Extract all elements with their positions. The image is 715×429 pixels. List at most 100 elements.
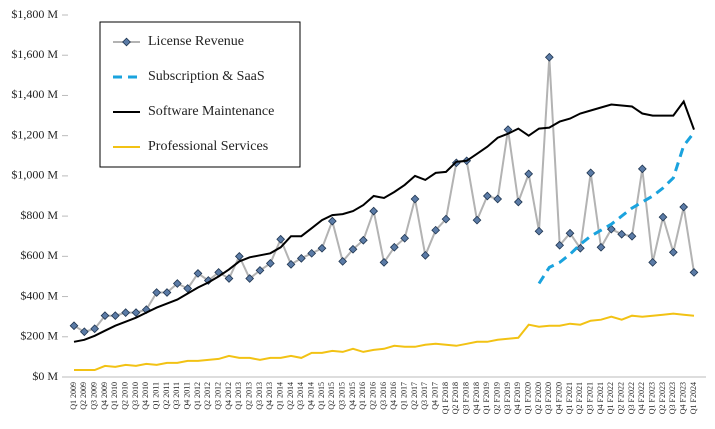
- x-tick-label: Q4 F2019: [513, 382, 522, 414]
- legend-label: Professional Services: [148, 139, 268, 154]
- series-marker: [689, 268, 699, 277]
- x-tick-label: Q1 F2021: [565, 382, 574, 414]
- x-tick-label: Q4 2013: [265, 382, 274, 410]
- series-marker: [524, 169, 534, 179]
- series-marker: [307, 248, 317, 258]
- series-marker: [534, 226, 544, 236]
- series-marker: [482, 191, 492, 201]
- series-marker: [100, 311, 110, 321]
- series-marker: [410, 194, 420, 204]
- x-tick-label: Q4 2012: [224, 382, 233, 410]
- x-tick-label: Q3 2010: [131, 382, 140, 410]
- x-tick-label: Q1 2013: [234, 382, 243, 410]
- y-tick-label: $1,400 M: [11, 87, 58, 101]
- x-tick-label: Q4 F2022: [637, 382, 646, 414]
- series-marker: [575, 243, 585, 253]
- series-marker: [441, 214, 451, 224]
- x-tick-label: Q4 F2023: [678, 382, 687, 414]
- series-marker: [389, 242, 399, 252]
- x-tick-label: Q3 F2023: [668, 382, 677, 414]
- series-marker: [493, 194, 503, 204]
- series-marker: [121, 308, 131, 318]
- x-tick-label: Q1 2012: [193, 382, 202, 410]
- x-tick-label: Q3 F2018: [461, 382, 470, 414]
- y-tick-label: $1,200 M: [11, 127, 58, 141]
- series-marker: [69, 321, 79, 331]
- x-tick-label: Q2 F2020: [534, 382, 543, 414]
- series-marker: [172, 279, 182, 288]
- series-marker: [276, 234, 286, 244]
- x-tick-label: Q1 F2018: [441, 382, 450, 414]
- x-tick-label: Q4 2010: [141, 382, 150, 410]
- x-tick-label: Q3 2011: [172, 382, 181, 409]
- x-tick-label: Q2 2015: [327, 382, 336, 410]
- x-tick-label: Q4 F2018: [472, 382, 481, 414]
- series-marker: [286, 260, 296, 269]
- series-marker: [513, 197, 523, 207]
- series-marker: [472, 215, 482, 225]
- x-tick-label: Q1 2011: [151, 382, 160, 409]
- y-tick-label: $0 M: [32, 369, 58, 383]
- x-tick-label: Q3 2015: [337, 382, 346, 410]
- series-marker: [586, 168, 596, 178]
- series-marker: [658, 212, 668, 222]
- x-tick-label: Q4 2011: [182, 382, 191, 409]
- x-tick-label: Q4 F2021: [596, 382, 605, 414]
- y-tick-label: $1,000 M: [11, 168, 58, 182]
- x-tick-label: Q2 2012: [203, 382, 212, 410]
- series-marker: [606, 224, 616, 234]
- series-marker: [203, 276, 213, 285]
- legend-marker: [122, 37, 131, 47]
- x-tick-label: Q2 F2021: [575, 382, 584, 414]
- series-marker: [400, 233, 410, 243]
- x-tick-label: Q2 2011: [162, 382, 171, 409]
- series-marker: [162, 288, 172, 297]
- y-tick-label: $400 M: [20, 288, 58, 302]
- x-tick-label: Q1 2014: [275, 382, 284, 410]
- series-marker: [152, 288, 162, 297]
- series-marker: [90, 324, 100, 334]
- series-marker: [338, 256, 348, 266]
- x-tick-label: Q2 2017: [410, 382, 419, 410]
- series-marker: [369, 206, 379, 216]
- x-tick-label: Q1 F2023: [647, 382, 656, 414]
- x-tick-label: Q2 2010: [120, 382, 129, 410]
- y-tick-label: $1,800 M: [11, 7, 58, 21]
- series-marker: [648, 258, 658, 267]
- legend-label: Subscription & SaaS: [148, 69, 265, 84]
- x-tick-label: Q3 F2022: [627, 382, 636, 414]
- x-tick-label: Q2 2013: [244, 382, 253, 410]
- x-tick-label: Q4 2017: [430, 382, 439, 410]
- x-tick-label: Q3 F2020: [544, 382, 553, 414]
- x-tick-label: Q4 2015: [348, 382, 357, 410]
- x-tick-label: Q3 2012: [213, 382, 222, 410]
- series-marker: [131, 308, 141, 318]
- x-tick-label: Q1 F2019: [482, 382, 491, 414]
- series-marker: [679, 202, 689, 212]
- x-tick-label: Q1 2017: [399, 382, 408, 410]
- series-marker: [255, 266, 265, 275]
- series-line: [537, 131, 696, 285]
- x-tick-label: Q3 2009: [89, 382, 98, 410]
- series-marker: [668, 247, 678, 257]
- series-marker: [555, 240, 565, 250]
- x-tick-label: Q2 2009: [79, 382, 88, 410]
- x-tick-label: Q3 F2021: [585, 382, 594, 414]
- y-tick-label: $200 M: [20, 329, 58, 343]
- x-tick-label: Q1 F2024: [689, 382, 698, 414]
- x-tick-label: Q1 2009: [69, 382, 78, 410]
- series-marker: [224, 274, 234, 283]
- x-tick-label: Q4 2016: [389, 382, 398, 410]
- x-tick-label: Q4 F2020: [554, 382, 563, 414]
- series-marker: [544, 52, 554, 62]
- x-tick-label: Q3 2014: [296, 382, 305, 410]
- x-tick-label: Q2 F2019: [492, 382, 501, 414]
- series-marker: [617, 229, 627, 239]
- series-marker: [420, 250, 430, 260]
- x-tick-label: Q4 2009: [100, 382, 109, 410]
- series-marker: [565, 228, 575, 238]
- series-marker: [327, 216, 337, 226]
- x-tick-label: Q2 2016: [368, 382, 377, 410]
- x-tick-label: Q2 F2022: [616, 382, 625, 414]
